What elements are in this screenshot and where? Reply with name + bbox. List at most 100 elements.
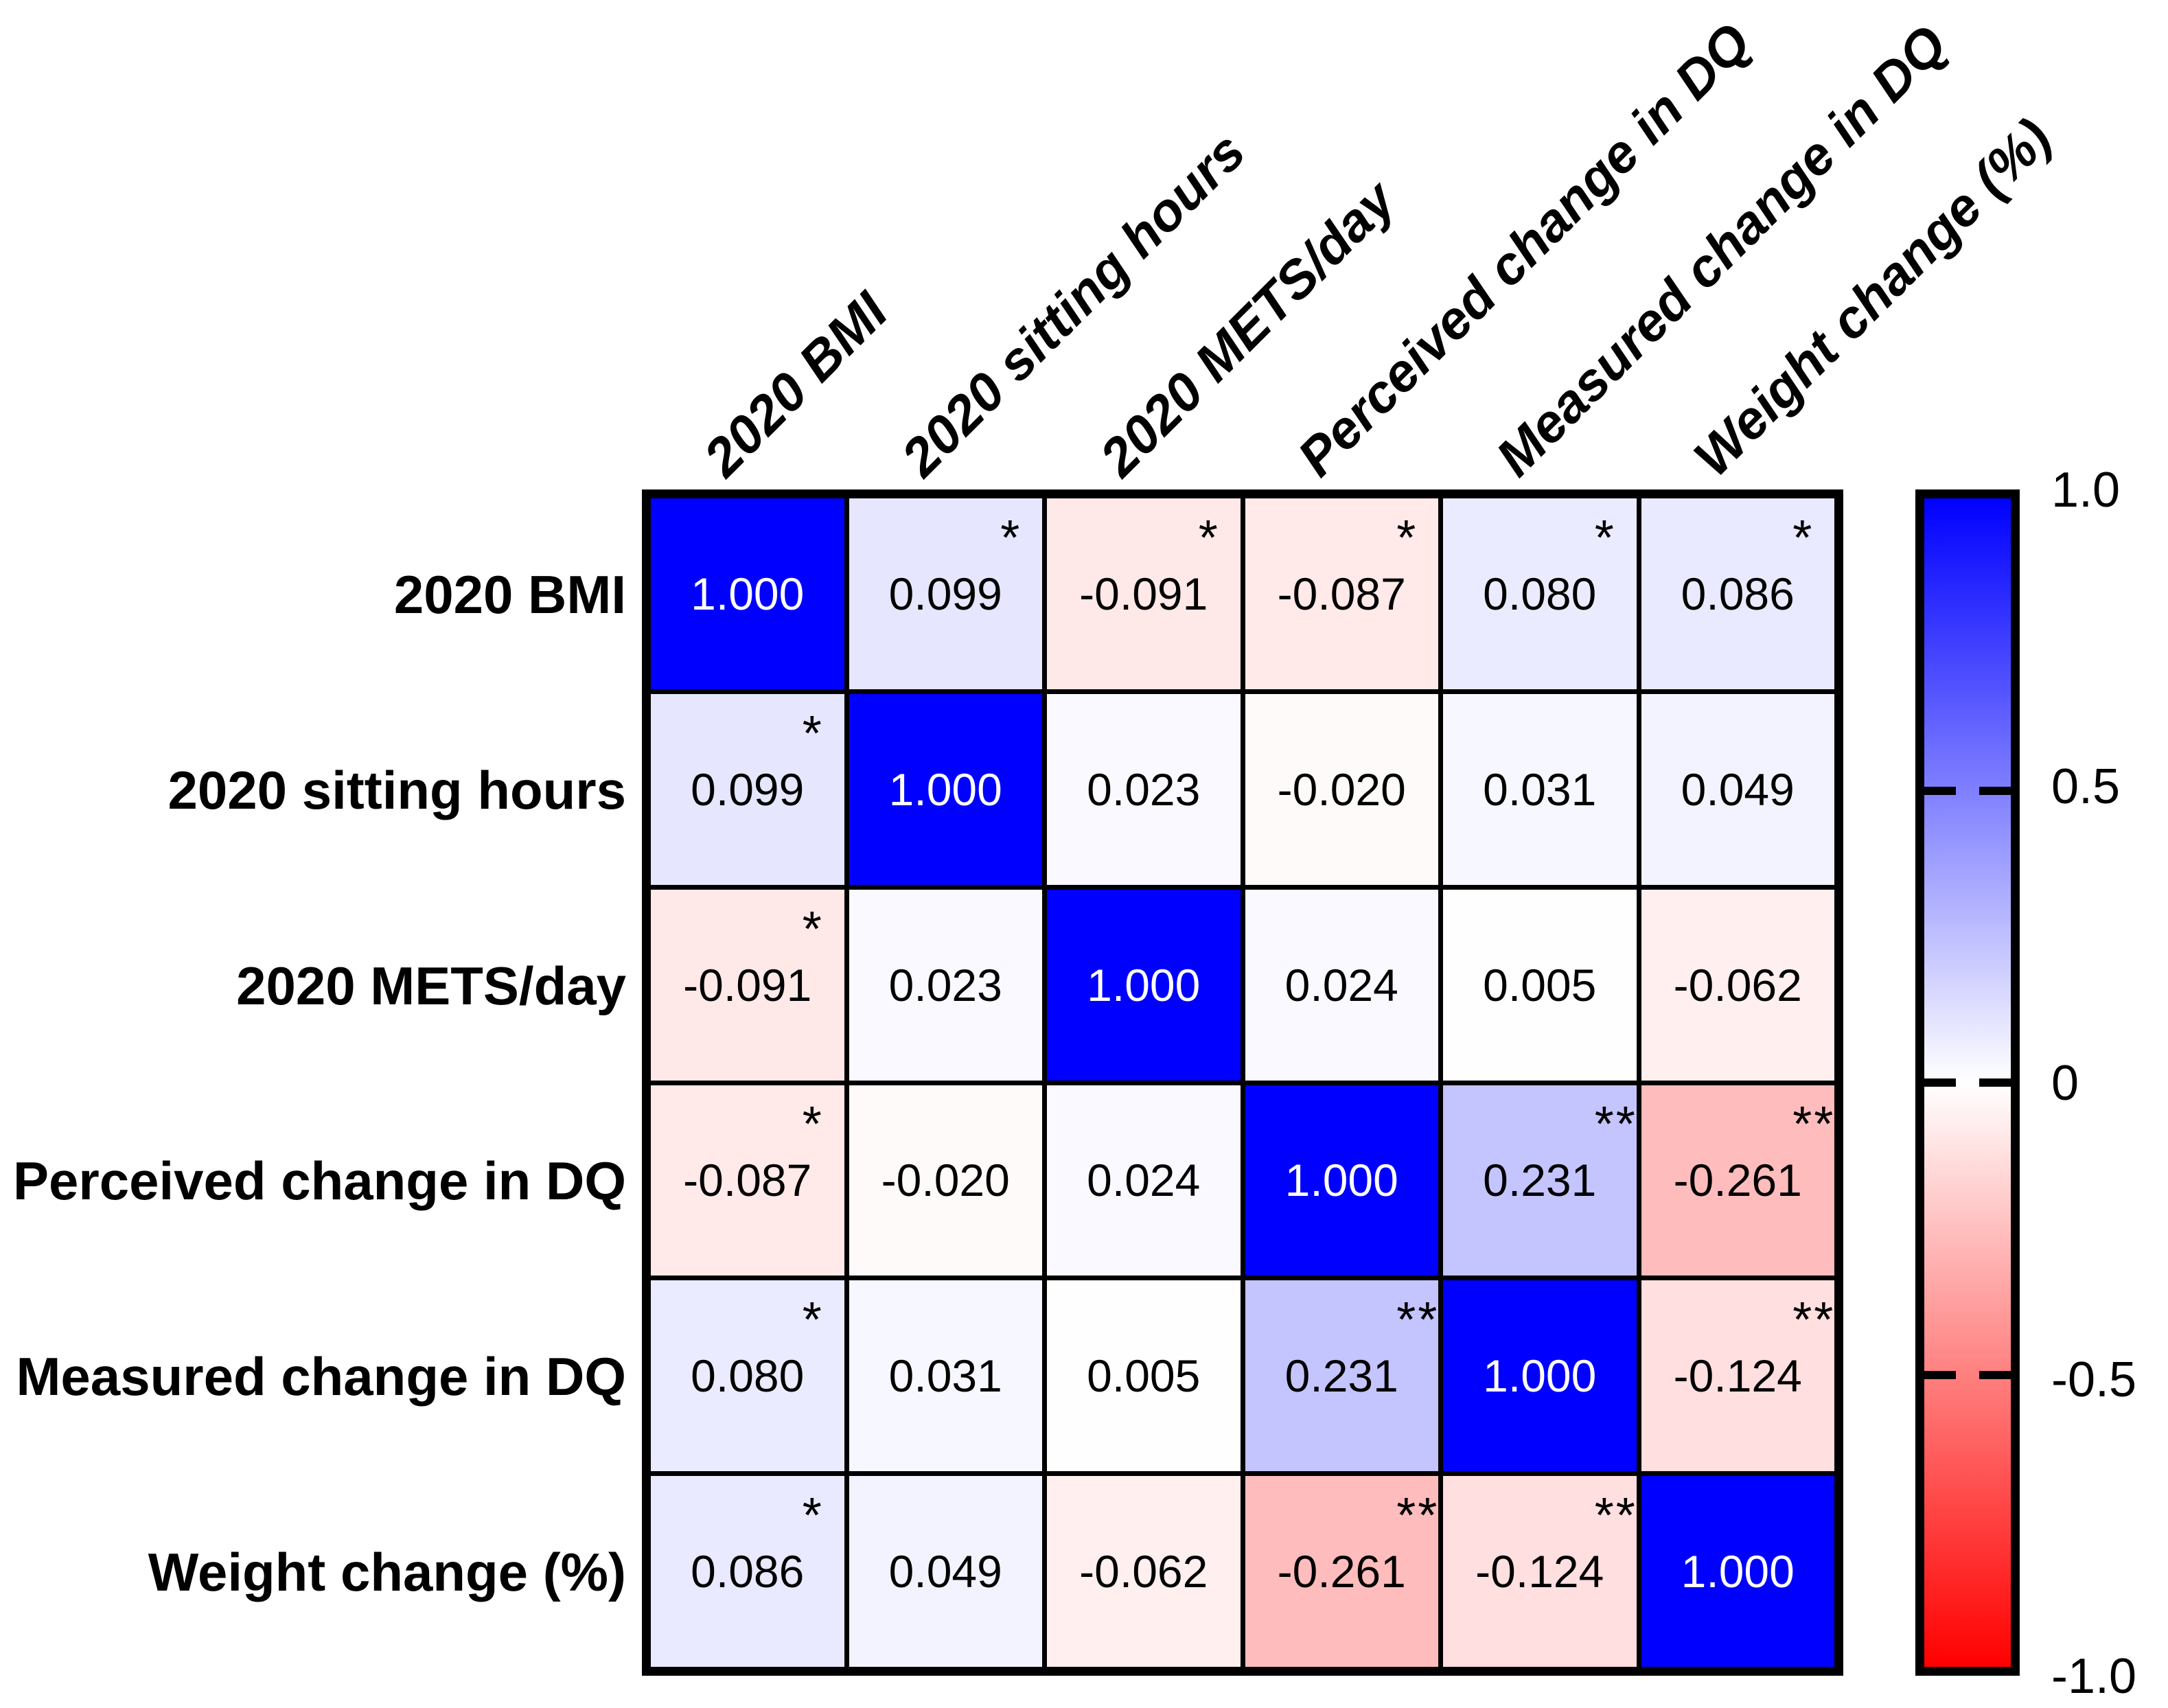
significance-asterisk: *: [802, 1488, 824, 1544]
colorbar-tick-label: -0.5: [2051, 1352, 2137, 1407]
matrix-cell: 1.000: [1641, 1476, 1834, 1667]
colorbar-tick-label: 1.0: [2051, 463, 2121, 518]
correlation-value: -0.261: [1277, 1546, 1406, 1597]
significance-asterisk: **: [1792, 1097, 1836, 1153]
correlation-value: 0.080: [1483, 568, 1597, 619]
significance-asterisk: *: [802, 1293, 824, 1348]
correlation-value: -0.020: [1277, 763, 1406, 815]
correlation-value: 1.000: [691, 568, 805, 619]
correlation-value: 1.000: [888, 763, 1002, 815]
row-label: Measured change in DQ: [16, 1346, 626, 1407]
column-header: 2020 BMI: [691, 280, 899, 488]
colorbar-tick: [1924, 1370, 1956, 1379]
matrix-cell: -0.091 *: [1047, 498, 1241, 689]
significance-asterisk: **: [1396, 1293, 1440, 1348]
row-label: Perceived change in DQ: [12, 1151, 626, 1212]
correlation-value: -0.062: [1079, 1546, 1208, 1597]
matrix-cell: 0.086 *: [1641, 498, 1834, 689]
matrix-cell: 0.005: [1047, 1280, 1241, 1472]
colorbar: [1915, 489, 2020, 1676]
significance-asterisk: *: [802, 706, 824, 761]
significance-asterisk: **: [1594, 1097, 1637, 1153]
significance-asterisk: **: [1594, 1488, 1637, 1544]
colorbar-tick: [1924, 786, 1956, 795]
correlation-value: 0.086: [1681, 568, 1795, 619]
correlation-value: 0.099: [888, 568, 1002, 619]
correlation-value: 0.024: [1087, 1155, 1201, 1206]
correlation-value: 0.024: [1284, 959, 1398, 1011]
row-label: 2020 METS/day: [236, 955, 626, 1016]
matrix-cell: -0.124 **: [1443, 1476, 1637, 1667]
matrix-cell: 1.000: [1443, 1280, 1637, 1472]
correlation-value: 0.099: [691, 763, 805, 815]
matrix-cell: 0.080 *: [651, 1280, 844, 1472]
matrix-cell: 0.023: [849, 889, 1042, 1081]
significance-asterisk: *: [1000, 510, 1022, 566]
correlation-value: -0.091: [1079, 568, 1208, 619]
row-label: 2020 BMI: [393, 564, 626, 625]
correlation-value: -0.087: [1277, 568, 1406, 619]
significance-asterisk: *: [1396, 510, 1418, 566]
matrix-cell: 1.000: [849, 693, 1042, 885]
matrix-cell: -0.062: [1641, 889, 1834, 1081]
matrix-cell: 0.024: [1245, 889, 1438, 1081]
significance-asterisk: *: [1792, 510, 1814, 566]
correlation-value: 0.031: [888, 1350, 1002, 1402]
correlation-value: -0.124: [1673, 1350, 1802, 1402]
significance-asterisk: *: [1198, 510, 1220, 566]
correlation-value: 0.023: [1087, 763, 1201, 815]
matrix-cell: 0.024: [1047, 1085, 1241, 1276]
significance-asterisk: *: [802, 1097, 824, 1153]
matrix-cell: 0.023: [1047, 693, 1241, 885]
colorbar-tick: [1924, 1078, 1956, 1087]
matrix-cell: 0.231 **: [1443, 1085, 1637, 1276]
correlation-value: 0.049: [888, 1546, 1002, 1597]
significance-asterisk: **: [1792, 1293, 1836, 1348]
colorbar-tick-label: 0: [2051, 1056, 2079, 1111]
correlation-value: -0.261: [1673, 1155, 1802, 1206]
correlation-value: 1.000: [1284, 1155, 1398, 1206]
colorbar-tick: [1979, 1370, 2011, 1379]
matrix-cell: 0.005: [1443, 889, 1637, 1081]
matrix-cell: -0.087 *: [1245, 498, 1438, 689]
matrix-cell: 0.049: [1641, 693, 1834, 885]
correlation-value: -0.091: [683, 959, 812, 1011]
correlation-value: 0.086: [691, 1546, 805, 1597]
matrix-cell: 0.231 **: [1245, 1280, 1440, 1472]
matrix-cell: -0.261 **: [1641, 1085, 1836, 1276]
column-header: 2020 sitting hours: [890, 121, 1257, 488]
correlation-value: 0.080: [691, 1350, 805, 1402]
colorbar-tick: [1979, 1078, 2011, 1087]
significance-asterisk: *: [802, 901, 824, 957]
correlation-value: 0.005: [1087, 1350, 1201, 1402]
matrix-cell: 0.080 *: [1443, 498, 1637, 689]
correlation-value: -0.124: [1475, 1546, 1604, 1597]
correlation-value: 1.000: [1681, 1546, 1795, 1597]
significance-asterisk: *: [1594, 510, 1616, 566]
matrix-cell: 0.049: [849, 1476, 1042, 1667]
correlation-value: 0.005: [1483, 959, 1597, 1011]
correlation-value: 0.031: [1483, 763, 1597, 815]
correlation-value: 0.049: [1681, 763, 1795, 815]
colorbar-tick: [1979, 786, 2011, 795]
correlation-value: -0.020: [881, 1155, 1010, 1206]
correlation-value: 1.000: [1483, 1350, 1597, 1402]
matrix-cell: 1.000: [1047, 889, 1241, 1081]
matrix-cell: 0.031: [1443, 693, 1637, 885]
matrix-cell: 1.000: [1245, 1085, 1438, 1276]
matrix-cell: 1.000: [651, 498, 844, 689]
colorbar-tick-label: 0.5: [2051, 759, 2121, 814]
correlation-value: 1.000: [1087, 959, 1201, 1011]
matrix-cell: 0.099 *: [849, 498, 1042, 689]
correlation-value: 0.023: [888, 959, 1002, 1011]
matrix-cell: -0.020: [1245, 693, 1438, 885]
correlation-value: 0.231: [1483, 1155, 1597, 1206]
correlation-value: -0.062: [1673, 959, 1802, 1011]
matrix-cell: -0.062: [1047, 1476, 1241, 1667]
matrix-cell: -0.087 *: [651, 1085, 844, 1276]
column-header: Weight change (%): [1682, 106, 2063, 488]
correlation-value: 0.231: [1284, 1350, 1398, 1402]
correlation-value: -0.087: [683, 1155, 812, 1206]
colorbar-tick-label: -1.0: [2051, 1649, 2137, 1704]
